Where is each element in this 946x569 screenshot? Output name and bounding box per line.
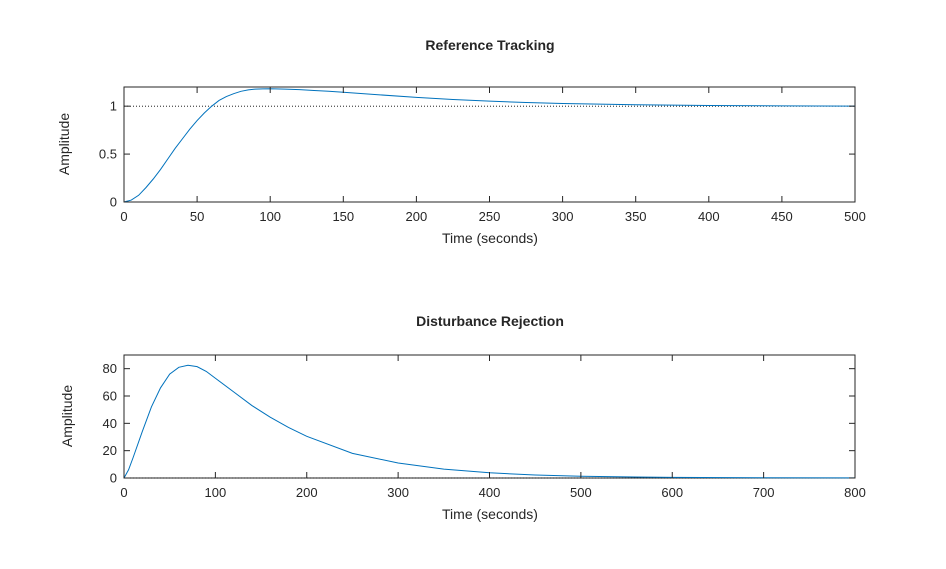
y-tick-label: 60 — [103, 389, 117, 404]
x-tick-label: 400 — [479, 485, 501, 500]
x-tick-label: 600 — [661, 485, 683, 500]
x-axis-label: Time (seconds) — [442, 230, 538, 246]
y-ticks: 00.51 — [99, 99, 855, 210]
chart-title: Disturbance Rejection — [416, 313, 564, 329]
y-axis-label: Amplitude — [56, 113, 72, 175]
plot-area — [123, 354, 856, 479]
x-tick-label: 250 — [479, 209, 501, 224]
y-tick-label: 80 — [103, 361, 117, 376]
y-tick-label: 20 — [103, 443, 117, 458]
x-tick-label: 100 — [259, 209, 281, 224]
x-tick-label: 200 — [406, 209, 428, 224]
y-ticks: 0 20 40 60 80 — [103, 361, 855, 486]
y-tick-label: 0 — [110, 195, 117, 210]
x-tick-label: 300 — [387, 485, 409, 500]
y-axis-label: Amplitude — [59, 385, 75, 447]
y-tick-label: 0.5 — [99, 147, 117, 162]
x-tick-label: 400 — [698, 209, 720, 224]
x-tick-label: 0 — [120, 209, 127, 224]
series-group — [123, 364, 856, 479]
series-line — [123, 88, 856, 203]
series-line — [123, 364, 856, 479]
x-tick-label: 0 — [120, 485, 127, 500]
chart-title: Reference Tracking — [425, 37, 554, 53]
x-tick-label: 200 — [296, 485, 318, 500]
x-tick-label: 150 — [332, 209, 354, 224]
x-tick-label: 300 — [552, 209, 574, 224]
x-tick-label: 500 — [844, 209, 866, 224]
disturbance-rejection-chart: Disturbance Rejection 0 100 200 300 400 500 60… — [59, 313, 866, 522]
x-tick-label: 450 — [771, 209, 793, 224]
x-tick-label: 350 — [625, 209, 647, 224]
x-ticks: 0 100 200 300 400 500 600 700 800 — [120, 355, 866, 500]
x-tick-label: 800 — [844, 485, 866, 500]
plot-area — [123, 86, 856, 203]
x-axis-label: Time (seconds) — [442, 506, 538, 522]
x-tick-label: 500 — [570, 485, 592, 500]
x-tick-label: 700 — [753, 485, 775, 500]
y-tick-label: 40 — [103, 416, 117, 431]
x-tick-label: 50 — [190, 209, 204, 224]
x-tick-label: 100 — [205, 485, 227, 500]
y-tick-label: 1 — [110, 99, 117, 114]
reference-tracking-chart: Reference Tracking 0 50 100 150 200 250 300 350… — [56, 37, 866, 246]
y-tick-label: 0 — [110, 471, 117, 486]
series-group — [123, 88, 856, 203]
x-ticks: 0 50 100 150 200 250 300 350 400 450 500 — [120, 87, 866, 224]
